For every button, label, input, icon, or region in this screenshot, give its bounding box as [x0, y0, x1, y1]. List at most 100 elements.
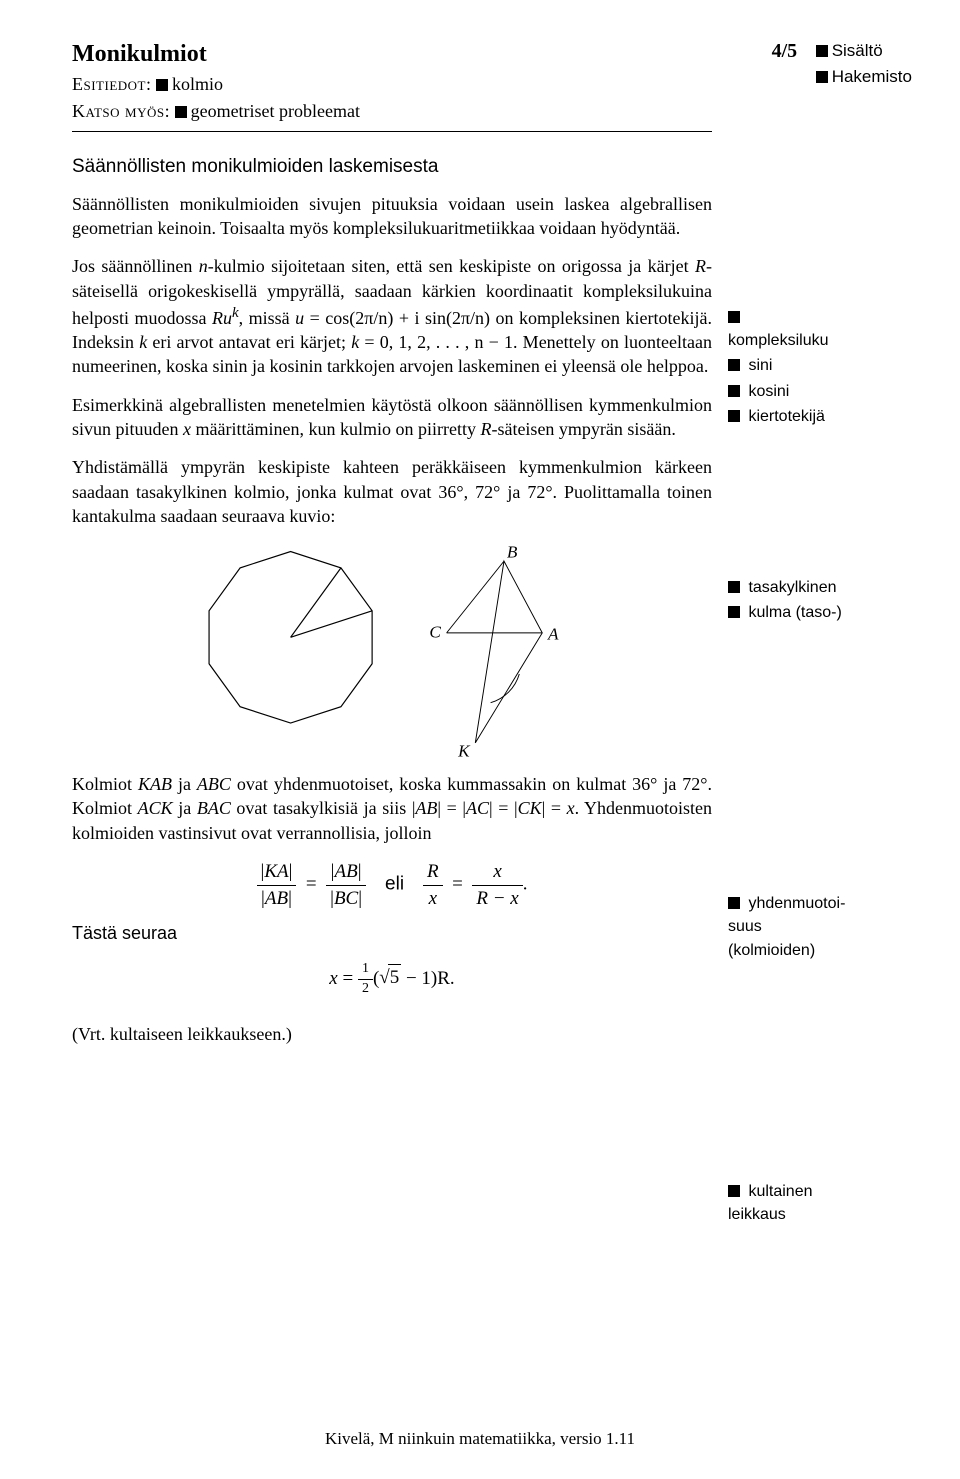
katso-line: Katso myös: geometriset probleemat	[72, 99, 772, 123]
eq2-tail: − 1)R.	[401, 967, 454, 988]
header-right: 4/5 Sisältö Hakemisto	[772, 38, 912, 89]
link-kulma[interactable]: kulma (taso-)	[728, 601, 896, 624]
toc-links: Sisältö Hakemisto	[816, 38, 912, 89]
figures: B C A K	[72, 542, 712, 762]
toc-hakemisto-label: Hakemisto	[832, 67, 912, 86]
footer-book-symbol: M	[379, 1429, 394, 1448]
math-k-sup: k	[232, 305, 239, 321]
link-kiertotekija[interactable]: kiertotekijä	[728, 405, 896, 428]
paragraph-5: Kolmiot KAB ja ABC ovat yhdenmuotoiset, …	[72, 772, 712, 845]
link-tasakylkinen[interactable]: tasakylkinen	[728, 576, 896, 599]
eq-BC: BC	[334, 888, 358, 909]
toc-hakemisto[interactable]: Hakemisto	[816, 64, 912, 90]
page-number: 4/5	[772, 38, 798, 65]
paragraph-1: Säännöllisten monikulmioiden sivujen pit…	[72, 192, 712, 241]
esitiedot-link[interactable]: kolmio	[172, 74, 223, 94]
link-kosini[interactable]: kosini	[728, 380, 896, 403]
decagon-radius-2	[291, 611, 373, 637]
margin-column: kompleksiluku sini kosini kiertotekijä t…	[728, 154, 896, 1244]
page-title: Monikulmiot	[72, 38, 772, 70]
label-B: B	[507, 542, 518, 561]
p5-text: ovat tasakylkisiä ja siis |	[231, 798, 416, 818]
math-R: R	[480, 419, 491, 439]
equation-2: x = 1 2 (5 − 1)R.	[72, 960, 712, 999]
frac-x-Rmx: x R − x	[472, 859, 522, 911]
decagon-shape	[209, 552, 372, 724]
tasta-seuraa: Tästä seuraa	[72, 921, 712, 945]
katso-link[interactable]: geometriset probleemat	[191, 101, 360, 121]
math-u: u	[295, 308, 304, 328]
link-kompleksiluku[interactable]: kompleksiluku	[728, 306, 896, 352]
math-BAC: BAC	[197, 798, 231, 818]
math-AB: AB	[415, 798, 437, 818]
equation-1: |KA| |AB| = |AB| |BC| eli R x = x R − x …	[72, 859, 712, 911]
square-bullet-icon	[728, 410, 740, 422]
math-Ruk: Ru	[212, 308, 232, 328]
square-bullet-icon	[728, 606, 740, 618]
vrt-line: (Vrt. kultaiseen leikkaukseen.)	[72, 1022, 712, 1046]
p5-text: Kolmiot	[72, 774, 138, 794]
header-left: Monikulmiot Esitiedot: kolmio Katso myös…	[72, 38, 772, 123]
paragraph-4: Yhdistämällä ympyrän keskipiste kahteen …	[72, 455, 712, 528]
link-kultainen-leikkaus[interactable]: kultainenleikkaus	[728, 1180, 896, 1226]
p2-text: Jos säännöllinen	[72, 256, 199, 276]
margin-label: (kolmioiden)	[728, 942, 815, 959]
margin-spacer	[728, 642, 896, 892]
triangle-figure: B C A K	[414, 542, 594, 762]
main-column: Säännöllisten monikulmioiden laskemisest…	[72, 154, 712, 1244]
paragraph-3: Esimerkkinä algebrallisten menetelmien k…	[72, 393, 712, 442]
frac-R-x: R x	[423, 859, 443, 911]
footer-author: Kivelä,	[325, 1429, 379, 1448]
link-sini[interactable]: sini	[728, 354, 896, 377]
square-bullet-icon	[728, 385, 740, 397]
eq-AB: AB	[265, 888, 288, 909]
p3-text: -säteisen ympyrän sisään.	[491, 419, 675, 439]
p2-text: , missä	[239, 308, 295, 328]
eq-AB: AB	[334, 861, 357, 882]
esitiedot-line: Esitiedot: kolmio	[72, 72, 772, 96]
eq-KA: KA	[264, 861, 288, 882]
p5-text: | =	[542, 798, 567, 818]
triangle-BKA	[475, 561, 542, 743]
section-heading: Säännöllisten monikulmioiden laskemisest…	[72, 154, 712, 180]
p2-text: eri arvot antavat eri kärjet;	[147, 332, 351, 352]
p5-text: ja	[173, 798, 197, 818]
label-A: A	[547, 625, 559, 644]
margin-block-1: kompleksiluku sini kosini kiertotekijä	[728, 306, 896, 428]
margin-block-2: tasakylkinen kulma (taso-)	[728, 576, 896, 624]
math-x: x	[183, 419, 191, 439]
math-R: R	[695, 256, 706, 276]
margin-spacer	[728, 980, 896, 1180]
margin-spacer	[728, 154, 896, 306]
square-bullet-icon	[728, 1185, 740, 1197]
square-bullet-icon	[728, 311, 740, 323]
sqrt-5: 5	[379, 964, 401, 991]
margin-label: suus	[728, 918, 762, 935]
p5-text: | = |	[489, 798, 518, 818]
margin-label: kultainen	[748, 1183, 812, 1200]
eq2-5: 5	[388, 964, 402, 991]
page-header: Monikulmiot Esitiedot: kolmio Katso myös…	[72, 38, 912, 123]
square-bullet-icon	[175, 106, 187, 118]
eq-x: x	[423, 886, 443, 912]
decagon-radius-1	[291, 568, 341, 637]
content-area: Säännöllisten monikulmioiden laskemisest…	[72, 154, 912, 1244]
p2-text: -kulmio sijoitetaan siten, että sen kesk…	[208, 256, 695, 276]
label-K: K	[457, 741, 471, 760]
link-yhdenmuotoisuus[interactable]: yhdenmuotoi-suus(kolmioiden)	[728, 892, 896, 962]
esitiedot-label: Esitiedot:	[72, 74, 151, 94]
eq2-2: 2	[358, 980, 373, 999]
frac-AB-BC: |AB| |BC|	[326, 859, 366, 911]
frac-half: 1 2	[358, 960, 373, 999]
paragraph-2: Jos säännöllinen n-kulmio sijoitetaan si…	[72, 254, 712, 378]
eq-x: x	[472, 859, 522, 886]
page-footer: Kivelä, M niinkuin matematiikka, versio …	[0, 1428, 960, 1451]
square-bullet-icon	[728, 359, 740, 371]
katso-label: Katso myös:	[72, 101, 170, 121]
math-x: x	[567, 798, 575, 818]
toc-sisalto[interactable]: Sisältö	[816, 38, 912, 64]
frac-KA-AB: |KA| |AB|	[257, 859, 297, 911]
margin-block-4: kultainenleikkaus	[728, 1180, 896, 1226]
math-ABC: ABC	[197, 774, 231, 794]
math-CK: CK	[518, 798, 542, 818]
